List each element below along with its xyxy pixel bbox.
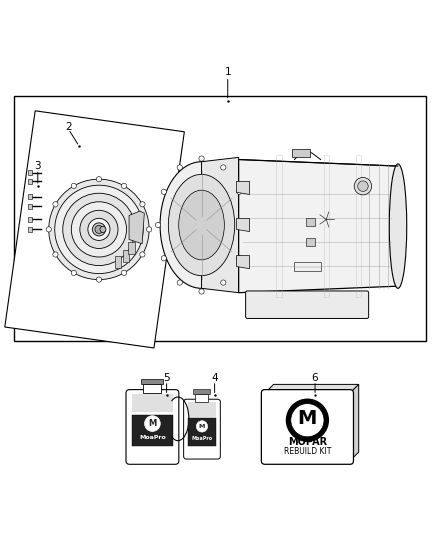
Text: M: M	[148, 419, 156, 427]
Circle shape	[237, 256, 242, 261]
Bar	[143, 384, 161, 393]
Bar	[356, 155, 361, 297]
Circle shape	[49, 179, 149, 280]
Circle shape	[286, 399, 328, 441]
Bar	[28, 194, 32, 199]
Text: MOPAR: MOPAR	[288, 437, 327, 447]
Circle shape	[354, 177, 372, 195]
Circle shape	[155, 222, 161, 228]
FancyBboxPatch shape	[126, 390, 179, 464]
Circle shape	[221, 280, 226, 285]
Circle shape	[145, 416, 160, 431]
Ellipse shape	[160, 161, 243, 288]
Circle shape	[291, 403, 324, 437]
Circle shape	[237, 189, 242, 195]
Circle shape	[358, 181, 368, 191]
Circle shape	[140, 252, 145, 257]
Circle shape	[221, 165, 226, 170]
Ellipse shape	[168, 174, 235, 276]
Text: REBUILD KIT: REBUILD KIT	[284, 447, 331, 456]
Circle shape	[53, 252, 58, 257]
Circle shape	[46, 227, 51, 232]
Polygon shape	[239, 159, 398, 293]
Circle shape	[140, 201, 145, 207]
FancyBboxPatch shape	[246, 291, 369, 318]
Bar	[28, 170, 32, 175]
Text: 1: 1	[224, 67, 231, 77]
Circle shape	[80, 211, 118, 248]
Circle shape	[199, 289, 204, 294]
Circle shape	[88, 219, 110, 240]
Circle shape	[121, 183, 127, 189]
Text: 6: 6	[312, 373, 318, 383]
Bar	[28, 204, 32, 209]
FancyBboxPatch shape	[261, 390, 353, 464]
Bar	[193, 389, 211, 394]
Circle shape	[71, 202, 127, 257]
Text: M: M	[199, 424, 205, 429]
Circle shape	[177, 280, 182, 285]
Text: MoaPro: MoaPro	[191, 437, 212, 441]
Bar	[123, 250, 129, 262]
Text: MoaPro: MoaPro	[139, 434, 166, 440]
Text: M: M	[298, 409, 317, 429]
Bar	[306, 218, 315, 226]
Bar	[128, 242, 135, 254]
Bar	[132, 394, 173, 412]
Circle shape	[199, 156, 204, 161]
Circle shape	[63, 193, 135, 265]
Bar	[306, 238, 315, 246]
Bar	[28, 179, 32, 184]
Circle shape	[96, 176, 102, 182]
FancyBboxPatch shape	[184, 399, 220, 459]
Bar	[141, 378, 163, 384]
Circle shape	[161, 189, 166, 195]
Circle shape	[100, 227, 106, 232]
Text: 4: 4	[211, 373, 218, 383]
Bar	[292, 149, 310, 157]
Bar	[188, 418, 216, 446]
Circle shape	[53, 201, 58, 207]
Circle shape	[95, 225, 103, 233]
Text: 3: 3	[35, 161, 41, 171]
Polygon shape	[201, 157, 239, 293]
Circle shape	[121, 270, 127, 276]
Polygon shape	[265, 384, 359, 393]
Polygon shape	[129, 211, 145, 244]
Ellipse shape	[179, 190, 224, 260]
Bar	[28, 227, 32, 232]
Polygon shape	[237, 256, 250, 269]
Circle shape	[71, 183, 77, 189]
Bar	[132, 415, 173, 446]
Circle shape	[71, 270, 77, 276]
Polygon shape	[5, 111, 184, 348]
Circle shape	[55, 185, 143, 273]
Circle shape	[161, 256, 166, 261]
Circle shape	[147, 227, 152, 232]
Polygon shape	[237, 219, 250, 231]
Ellipse shape	[389, 164, 407, 288]
Circle shape	[177, 165, 182, 170]
Bar	[294, 262, 321, 271]
Polygon shape	[350, 384, 359, 461]
Circle shape	[243, 222, 248, 228]
Bar	[195, 394, 208, 402]
Bar	[276, 155, 282, 297]
Bar	[324, 155, 329, 297]
Circle shape	[196, 421, 208, 432]
Bar	[188, 402, 216, 417]
Circle shape	[96, 277, 102, 282]
Bar	[28, 217, 32, 222]
Polygon shape	[237, 181, 250, 195]
Bar	[14, 96, 426, 341]
Text: 2: 2	[65, 122, 72, 132]
Bar	[115, 256, 121, 268]
Text: 5: 5	[163, 373, 170, 383]
Circle shape	[92, 223, 106, 236]
